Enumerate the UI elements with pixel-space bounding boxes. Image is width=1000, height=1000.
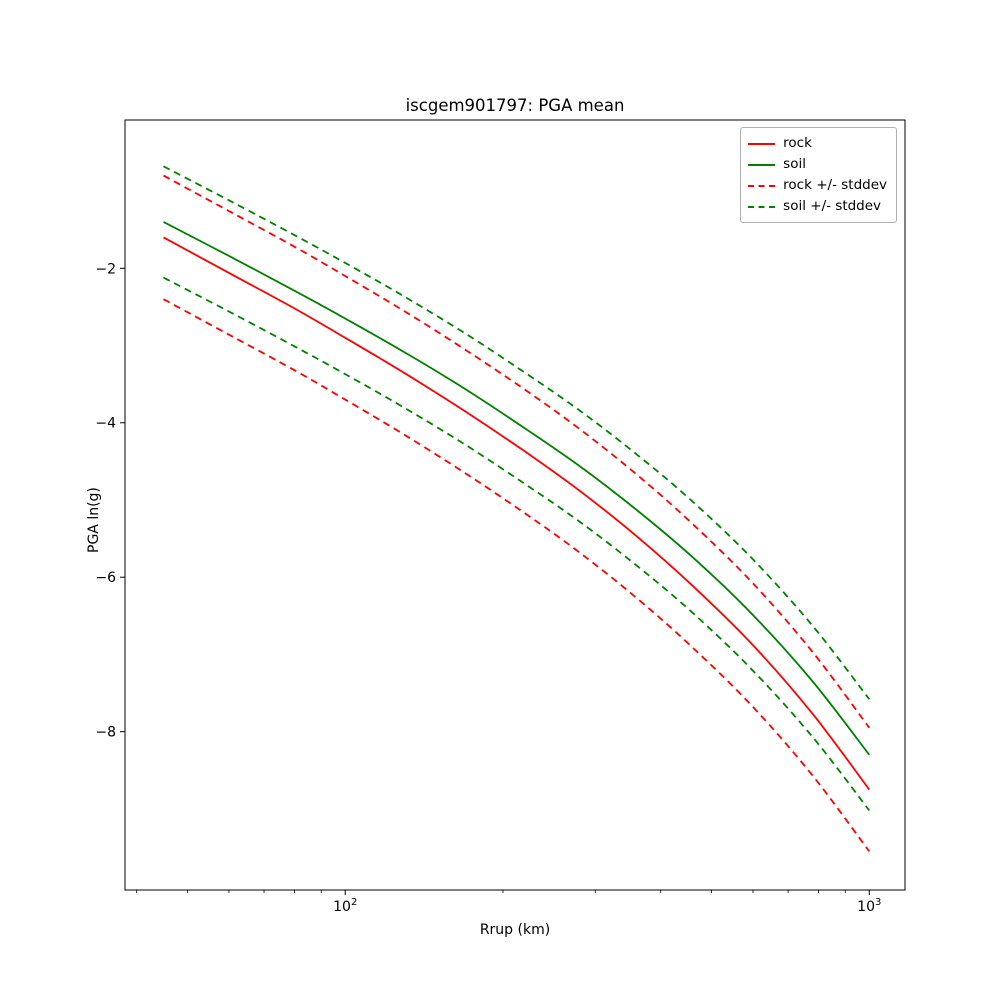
curve-rock-minus-stddev: [163, 298, 871, 852]
legend-line-sample: [748, 163, 776, 166]
axes-frame: [124, 119, 906, 891]
y-tick-label: −8: [95, 725, 116, 741]
x-tick-label: 103: [857, 897, 881, 915]
y-tick-label: −4: [95, 416, 116, 432]
x-axis-label: Rrup (km): [479, 922, 551, 938]
legend-label: soil +/- stddev: [783, 198, 882, 214]
legend-line-sample: [748, 184, 776, 187]
legend-label: rock +/- stddev: [783, 177, 887, 193]
x-tick-label: 102: [333, 897, 357, 915]
legend-label: soil: [783, 156, 806, 172]
legend-entry: soil: [748, 154, 887, 175]
y-axis-label: PGA ln(g): [86, 487, 102, 553]
legend-entry: rock +/- stddev: [748, 175, 887, 196]
legend-entry: rock: [748, 133, 887, 154]
y-tick-label: −2: [95, 261, 116, 277]
chart-title: iscgem901797: PGA mean: [405, 96, 625, 115]
legend-entry: soil +/- stddev: [748, 196, 887, 217]
y-tick-label: −6: [95, 570, 116, 586]
legend: rock soil rock +/- stddev soil +/- stddev: [740, 127, 897, 223]
curve-rock-plus-stddev: [163, 174, 871, 729]
legend-line-sample: [748, 142, 776, 145]
legend-line-sample: [748, 205, 776, 208]
curve-soil-plus-stddev: [163, 165, 871, 700]
legend-label: rock: [783, 135, 812, 151]
curve-soil-minus-stddev: [163, 276, 871, 812]
curve-soil: [163, 221, 871, 756]
curve-rock: [163, 236, 871, 791]
